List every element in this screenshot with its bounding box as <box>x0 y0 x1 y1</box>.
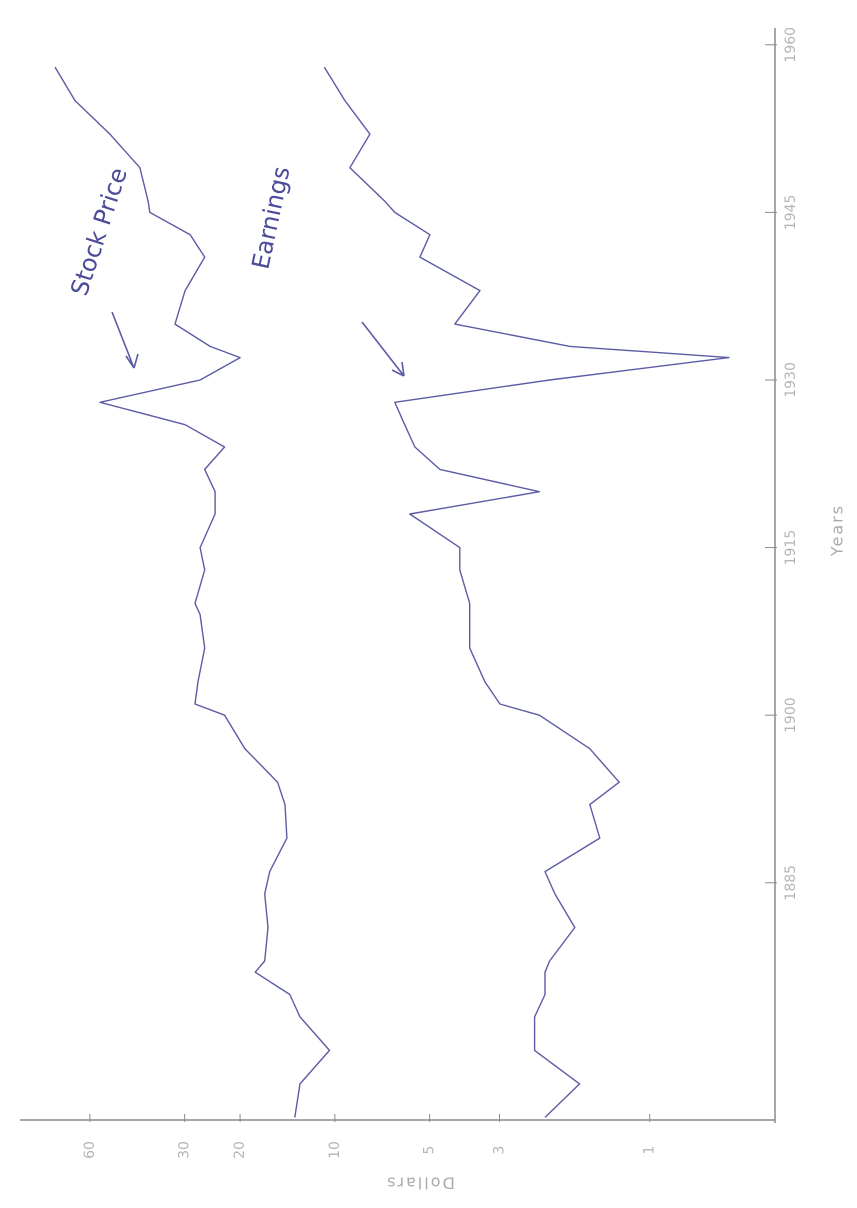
y-tick-label: 10 <box>327 1141 343 1159</box>
annotation: Earnings <box>247 164 296 272</box>
plot: 1885 1900 1915 1930 1945 1960 1 3 5 10 20 30 60 <box>20 27 799 1159</box>
x-tick-label: 1945 <box>783 195 799 231</box>
annotation: Stock Price <box>65 164 133 299</box>
arrow <box>362 322 404 376</box>
y-tick-label: 30 <box>177 1141 193 1159</box>
chart: 1885 1900 1915 1930 1945 1960 1 3 5 10 20 30 60 Stoc… <box>0 0 857 1208</box>
y-tick-label: 1 <box>642 1146 658 1155</box>
x-tick-label: 1915 <box>783 530 799 566</box>
x-tick-label: 1900 <box>783 697 799 733</box>
x-axis-title: Years <box>828 504 847 557</box>
y-axis-title: Dollars <box>385 1174 455 1193</box>
y-tick-label: 5 <box>422 1146 438 1155</box>
x-tick-label: 1930 <box>783 362 799 398</box>
series-line <box>324 67 729 1117</box>
x-tick-label: 1885 <box>783 865 799 901</box>
y-tick-label: 60 <box>82 1141 98 1159</box>
arrow <box>112 312 138 368</box>
y-tick-label: 20 <box>232 1141 248 1159</box>
x-tick-label: 1960 <box>783 27 799 63</box>
y-tick-label: 3 <box>491 1146 507 1155</box>
